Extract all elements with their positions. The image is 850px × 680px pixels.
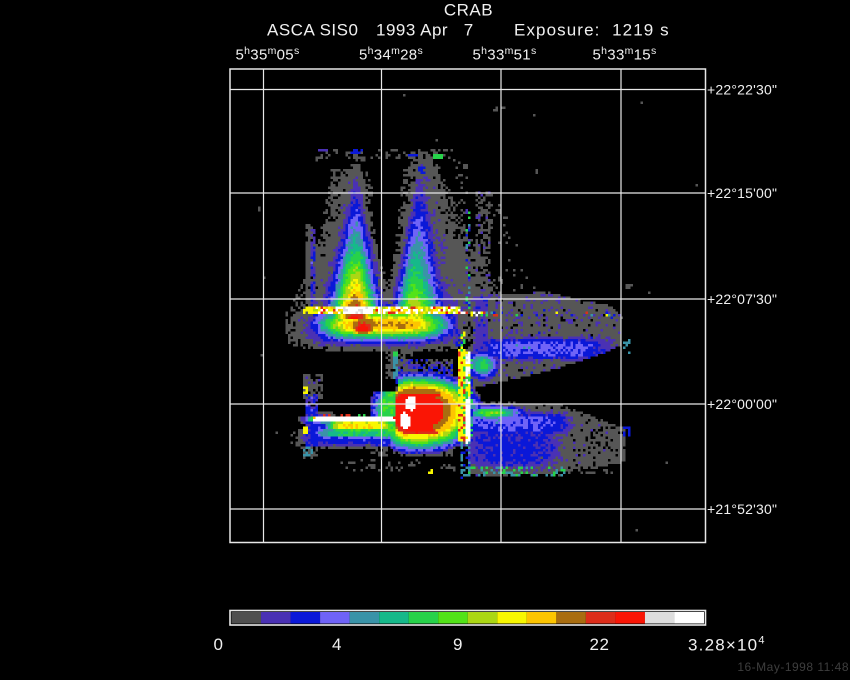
svg-text:+22°15'00": +22°15'00" bbox=[707, 185, 777, 201]
svg-text:4: 4 bbox=[332, 635, 342, 654]
svg-text:+22°07'30": +22°07'30" bbox=[707, 291, 777, 307]
svg-text:Exposure: 1219 s: Exposure: 1219 s bbox=[514, 21, 670, 40]
svg-text:+21°52'30": +21°52'30" bbox=[707, 501, 777, 517]
svg-text:5h33m15s: 5h33m15s bbox=[593, 45, 657, 64]
svg-text:5h33m51s: 5h33m51s bbox=[473, 45, 537, 64]
svg-text:+22°00'00": +22°00'00" bbox=[707, 396, 777, 412]
svg-text:9: 9 bbox=[453, 635, 463, 654]
svg-text:16-May-1998 11:48: 16-May-1998 11:48 bbox=[737, 660, 849, 674]
svg-text:5h35m05s: 5h35m05s bbox=[236, 45, 300, 64]
svg-text:ASCA SIS0: ASCA SIS0 bbox=[267, 21, 358, 40]
svg-text:22: 22 bbox=[590, 635, 610, 654]
svg-text:1993 Apr 7: 1993 Apr 7 bbox=[376, 21, 474, 40]
svg-text:5h34m28s: 5h34m28s bbox=[359, 45, 423, 64]
svg-text:3.28×104: 3.28×104 bbox=[688, 635, 766, 655]
svg-text:+22°22'30": +22°22'30" bbox=[707, 82, 777, 98]
svg-text:0: 0 bbox=[214, 635, 224, 654]
svg-text:CRAB: CRAB bbox=[444, 1, 493, 20]
